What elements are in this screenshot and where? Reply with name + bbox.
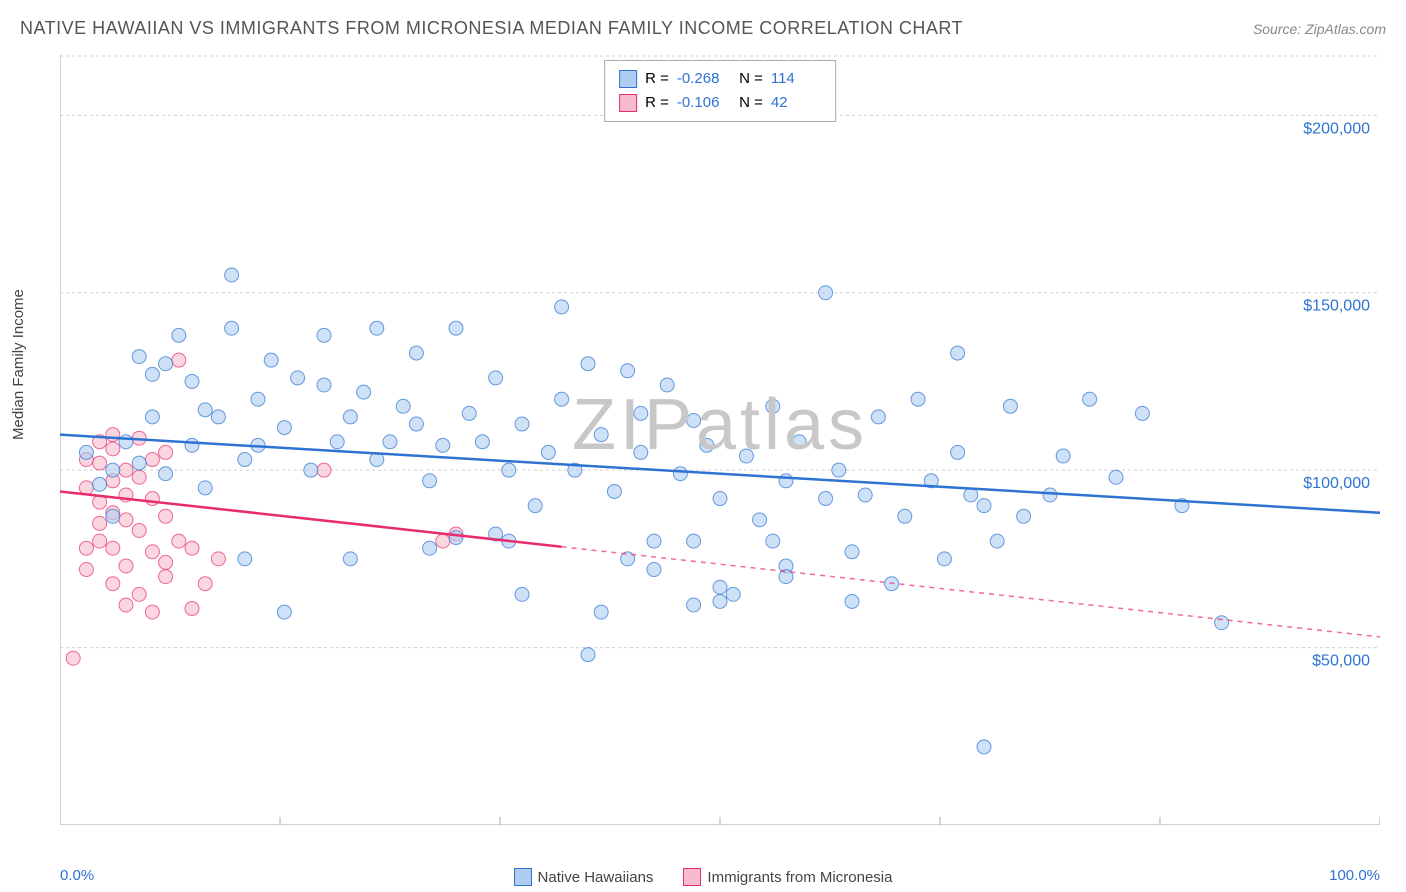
chart-title: NATIVE HAWAIIAN VS IMMIGRANTS FROM MICRO…	[20, 18, 963, 39]
legend-swatch-2	[683, 868, 701, 886]
svg-text:$150,000: $150,000	[1303, 298, 1370, 315]
legend-swatch-1	[514, 868, 532, 886]
legend-item-2: Immigrants from Micronesia	[683, 868, 892, 886]
r-value-1: -0.268	[677, 67, 727, 91]
r-value-2: -0.106	[677, 91, 727, 115]
legend-label-1: Native Hawaiians	[538, 869, 654, 886]
correlation-stats-box: R = -0.268 N = 114 R = -0.106 N = 42	[604, 60, 836, 122]
legend-label-2: Immigrants from Micronesia	[707, 869, 892, 886]
swatch-series-2	[619, 94, 637, 112]
bottom-legend: Native Hawaiians Immigrants from Microne…	[0, 868, 1406, 886]
n-value-2: 42	[771, 91, 821, 115]
chart-container: $50,000$100,000$150,000$200,000 ZIPatlas…	[60, 55, 1380, 825]
stat-row-2: R = -0.106 N = 42	[619, 91, 821, 115]
svg-text:$100,000: $100,000	[1303, 475, 1370, 492]
stat-row-1: R = -0.268 N = 114	[619, 67, 821, 91]
n-value-1: 114	[771, 67, 821, 91]
svg-text:$200,000: $200,000	[1303, 120, 1370, 137]
y-axis-label: Median Family Income	[10, 289, 27, 440]
svg-text:$50,000: $50,000	[1312, 653, 1370, 670]
scatter-chart: $50,000 $100,000 $150,000 $200,000	[60, 55, 1380, 825]
source-label: Source: ZipAtlas.com	[1253, 21, 1386, 37]
legend-item-1: Native Hawaiians	[514, 868, 654, 886]
swatch-series-1	[619, 70, 637, 88]
